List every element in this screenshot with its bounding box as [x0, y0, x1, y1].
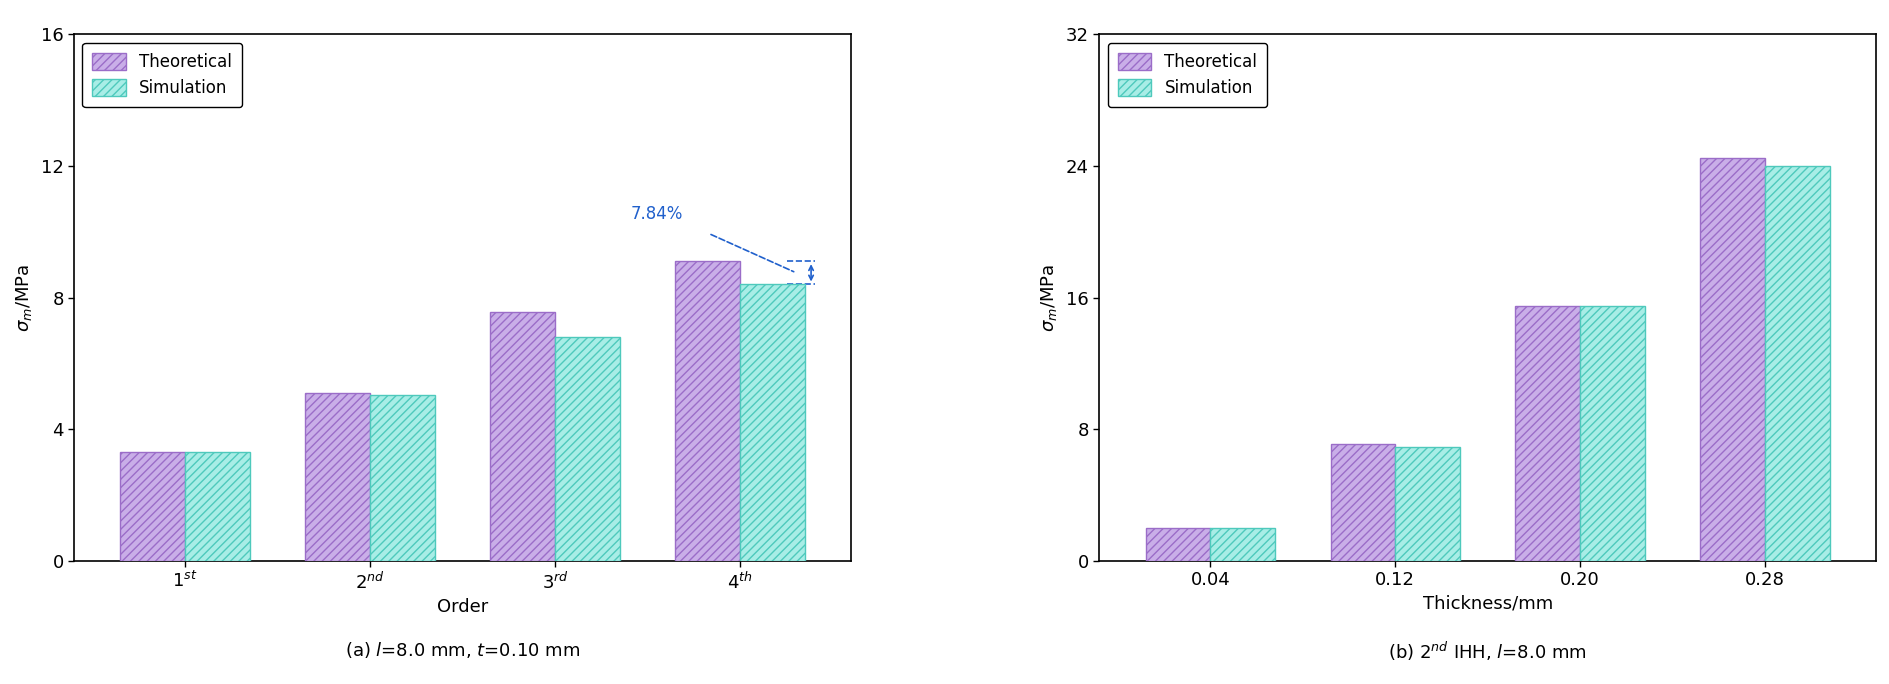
Bar: [185, 452, 249, 561]
Legend: Theoretical, Simulation: Theoretical, Simulation: [1107, 42, 1268, 107]
Bar: [306, 393, 370, 561]
Bar: [1700, 157, 1764, 561]
Y-axis label: $\sigma_{m}$/MPa: $\sigma_{m}$/MPa: [1039, 263, 1058, 332]
Bar: [1764, 166, 1829, 561]
X-axis label: Order: Order: [436, 598, 487, 616]
Bar: [1394, 447, 1458, 561]
Bar: [555, 337, 620, 561]
Bar: [1515, 306, 1579, 561]
Bar: [1145, 528, 1209, 561]
Legend: Theoretical, Simulation: Theoretical, Simulation: [83, 42, 242, 107]
Bar: [1579, 306, 1643, 561]
X-axis label: Thickness/mm: Thickness/mm: [1422, 595, 1553, 613]
Bar: [489, 313, 555, 561]
Y-axis label: $\sigma_{m}$/MPa: $\sigma_{m}$/MPa: [13, 263, 34, 332]
Bar: [370, 395, 434, 561]
Bar: [1209, 528, 1275, 561]
Text: (a) $l$=8.0 mm, $t$=0.10 mm: (a) $l$=8.0 mm, $t$=0.10 mm: [344, 640, 580, 660]
Bar: [121, 452, 185, 561]
Text: 7.84%: 7.84%: [631, 205, 682, 224]
Text: (b) 2$^{nd}$ IHH, $l$=8.0 mm: (b) 2$^{nd}$ IHH, $l$=8.0 mm: [1388, 640, 1587, 663]
Bar: [674, 261, 739, 561]
Bar: [1330, 444, 1394, 561]
Bar: [739, 285, 805, 561]
